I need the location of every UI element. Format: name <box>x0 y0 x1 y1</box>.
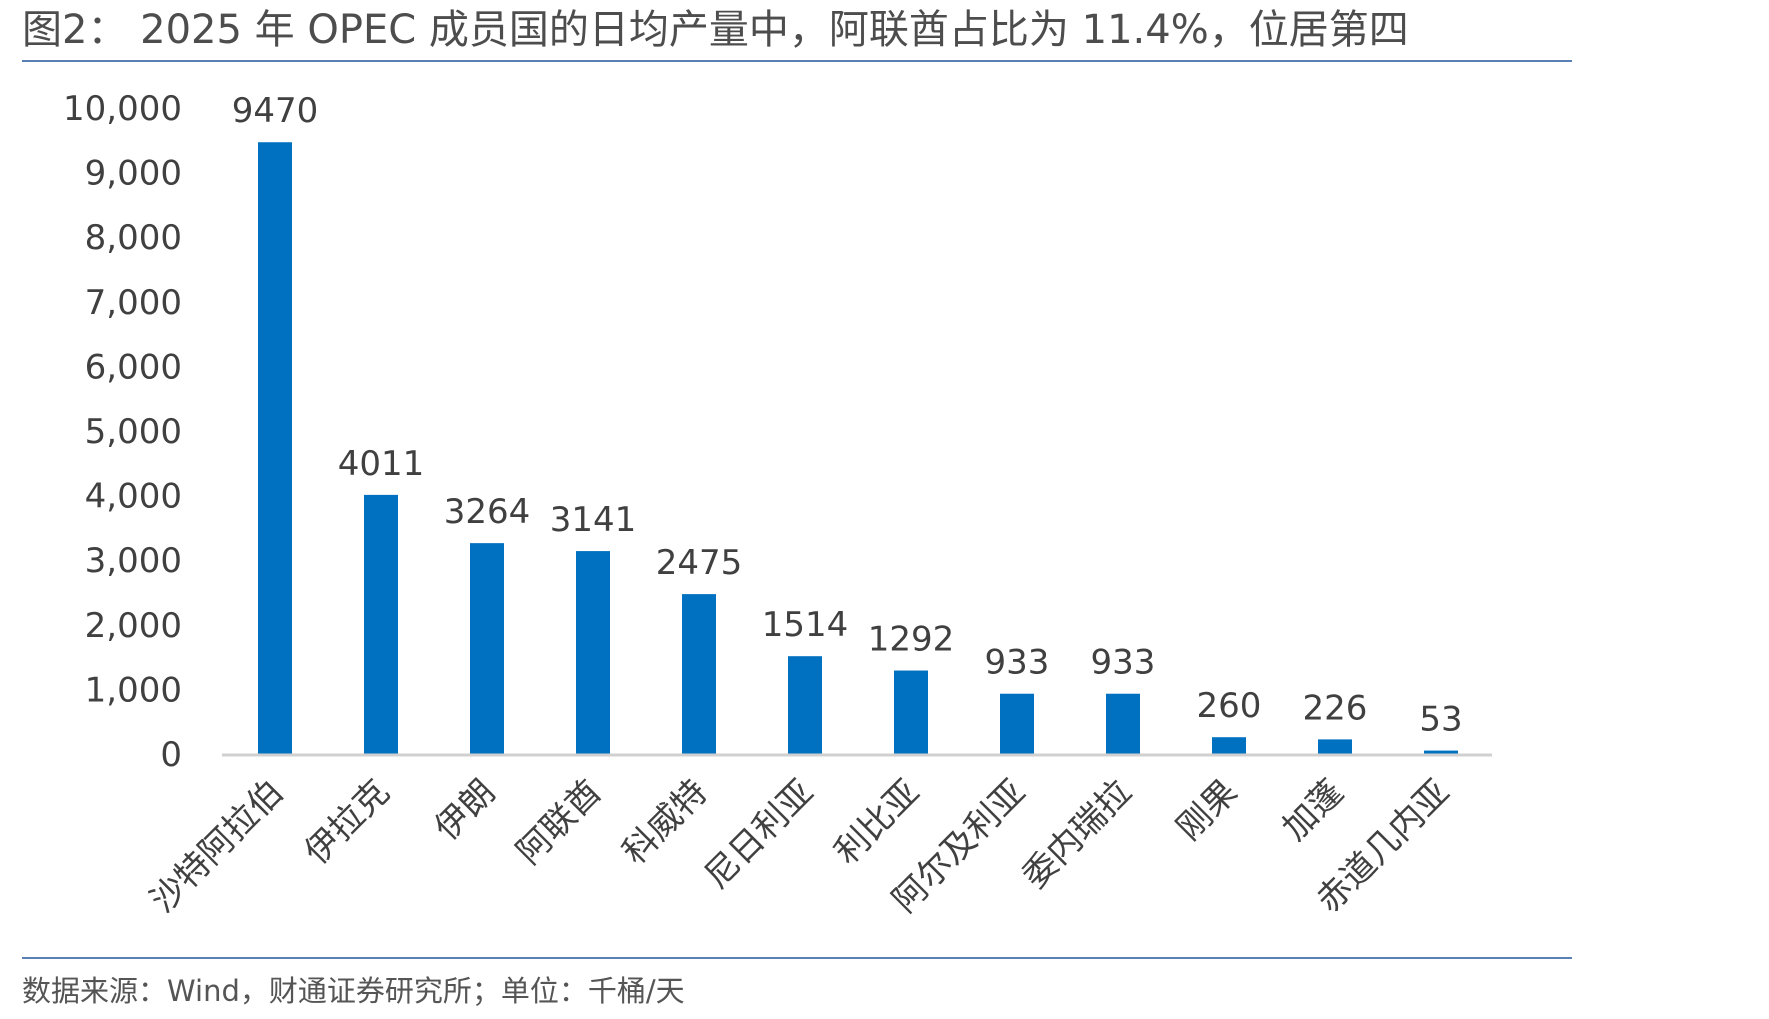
data-label: 226 <box>1303 688 1368 728</box>
data-label: 1292 <box>868 620 955 660</box>
bar <box>1424 750 1458 754</box>
y-tick-label: 3,000 <box>85 541 182 581</box>
bar <box>1000 693 1034 754</box>
bar <box>1318 739 1352 754</box>
x-tick-label: 加蓬 <box>1275 772 1351 848</box>
y-tick-label: 5,000 <box>85 412 182 452</box>
y-tick-label: 9,000 <box>85 154 182 194</box>
data-label: 9470 <box>232 91 319 131</box>
x-tick-label: 刚果 <box>1169 772 1245 848</box>
y-tick-label: 7,000 <box>85 283 182 323</box>
x-tick-label: 伊拉克 <box>297 772 397 872</box>
y-axis: 0 1,000 2,000 3,000 4,000 5,000 6,000 7,000 8,00… <box>63 89 182 775</box>
x-tick-label: 利比亚 <box>827 772 927 872</box>
data-label: 933 <box>985 643 1050 683</box>
bar-chart: 0 1,000 2,000 3,000 4,000 5,000 6,000 7,000 8,00… <box>63 89 1492 921</box>
title-divider <box>22 60 1572 62</box>
bar <box>1106 693 1140 754</box>
y-tick-label: 2,000 <box>85 606 182 646</box>
data-label: 3264 <box>444 492 531 532</box>
x-tick-label: 科威特 <box>615 772 715 872</box>
bar-series <box>258 142 1458 754</box>
y-tick-label: 1,000 <box>85 670 182 710</box>
x-tick-label: 沙特阿拉伯 <box>143 772 291 920</box>
data-label: 1514 <box>762 605 849 645</box>
y-tick-label: 6,000 <box>85 347 182 387</box>
data-label: 53 <box>1419 700 1462 740</box>
x-tick-label: 尼日利亚 <box>697 772 821 896</box>
data-label: 2475 <box>656 543 743 583</box>
data-label: 260 <box>1197 686 1262 726</box>
y-tick-label: 8,000 <box>85 218 182 258</box>
bar <box>1212 737 1246 754</box>
bar <box>788 656 822 754</box>
data-labels: 9470 4011 3264 3141 2475 1514 1292 933 933 260 226… <box>232 91 1463 739</box>
source-note: 数据来源：Wind，财通证券研究所；单位：千桶/天 <box>22 974 685 1008</box>
figure-title: 图2： 2025 年 OPEC 成员国的日均产量中，阿联酋占比为 11.4%，位… <box>22 7 1409 53</box>
y-tick-label: 0 <box>160 735 182 775</box>
y-tick-label: 4,000 <box>85 477 182 517</box>
x-tick-label: 委内瑞拉 <box>1015 772 1139 896</box>
data-label: 933 <box>1091 643 1156 683</box>
bar <box>894 670 928 754</box>
bar <box>470 543 504 754</box>
bar <box>364 494 398 754</box>
bar <box>258 142 292 754</box>
y-tick-label: 10,000 <box>63 89 182 129</box>
x-tick-label: 伊朗 <box>427 772 503 848</box>
data-label: 3141 <box>550 500 637 540</box>
source-divider <box>22 957 1572 959</box>
data-label: 4011 <box>338 444 425 484</box>
bar <box>576 551 610 754</box>
x-tick-label: 阿联酋 <box>509 772 609 872</box>
bar <box>682 594 716 754</box>
